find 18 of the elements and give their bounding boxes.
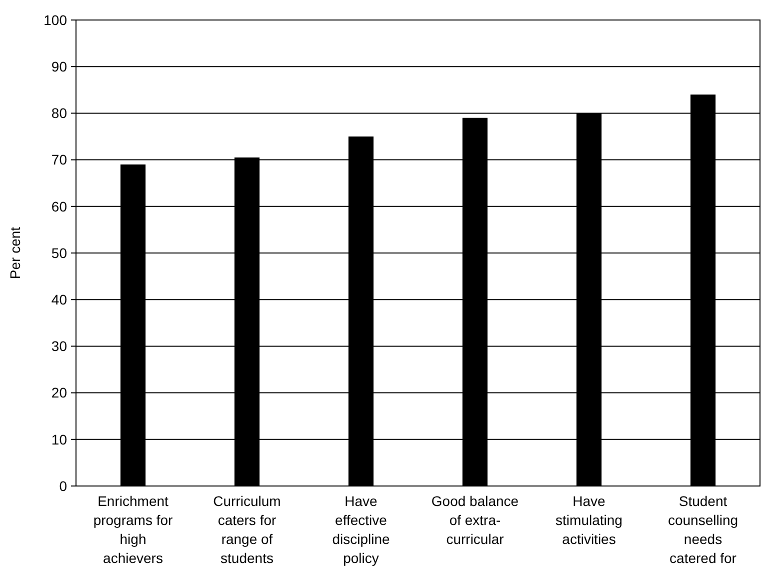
y-axis-title: Per cent [7, 226, 23, 280]
y-tick-label: 90 [51, 58, 68, 74]
y-tick-label: 60 [51, 198, 68, 214]
y-tick-label: 0 [59, 478, 68, 494]
y-tick-label: 30 [51, 338, 68, 354]
x-tick-label: Enrichment programs for high achievers [93, 493, 174, 566]
y-tick-label: 70 [51, 152, 68, 168]
x-tick-label: Have effective discipline policy [332, 493, 390, 566]
y-tick-label: 80 [51, 105, 68, 122]
x-tick-label: Good balance of extra-curricular [431, 493, 519, 547]
y-tick-label: 40 [51, 292, 68, 308]
y-tick-label: 50 [51, 244, 68, 261]
y-tick-label: 10 [51, 431, 68, 448]
y-tick-label: 100 [44, 12, 68, 28]
y-tick-label: 20 [51, 384, 68, 401]
x-tick-label: Have stimulating activities [556, 493, 622, 547]
x-tick-label: Student counselling needs catered for [668, 493, 738, 566]
x-tick-label: Curriculum caters for range of students [213, 493, 281, 566]
